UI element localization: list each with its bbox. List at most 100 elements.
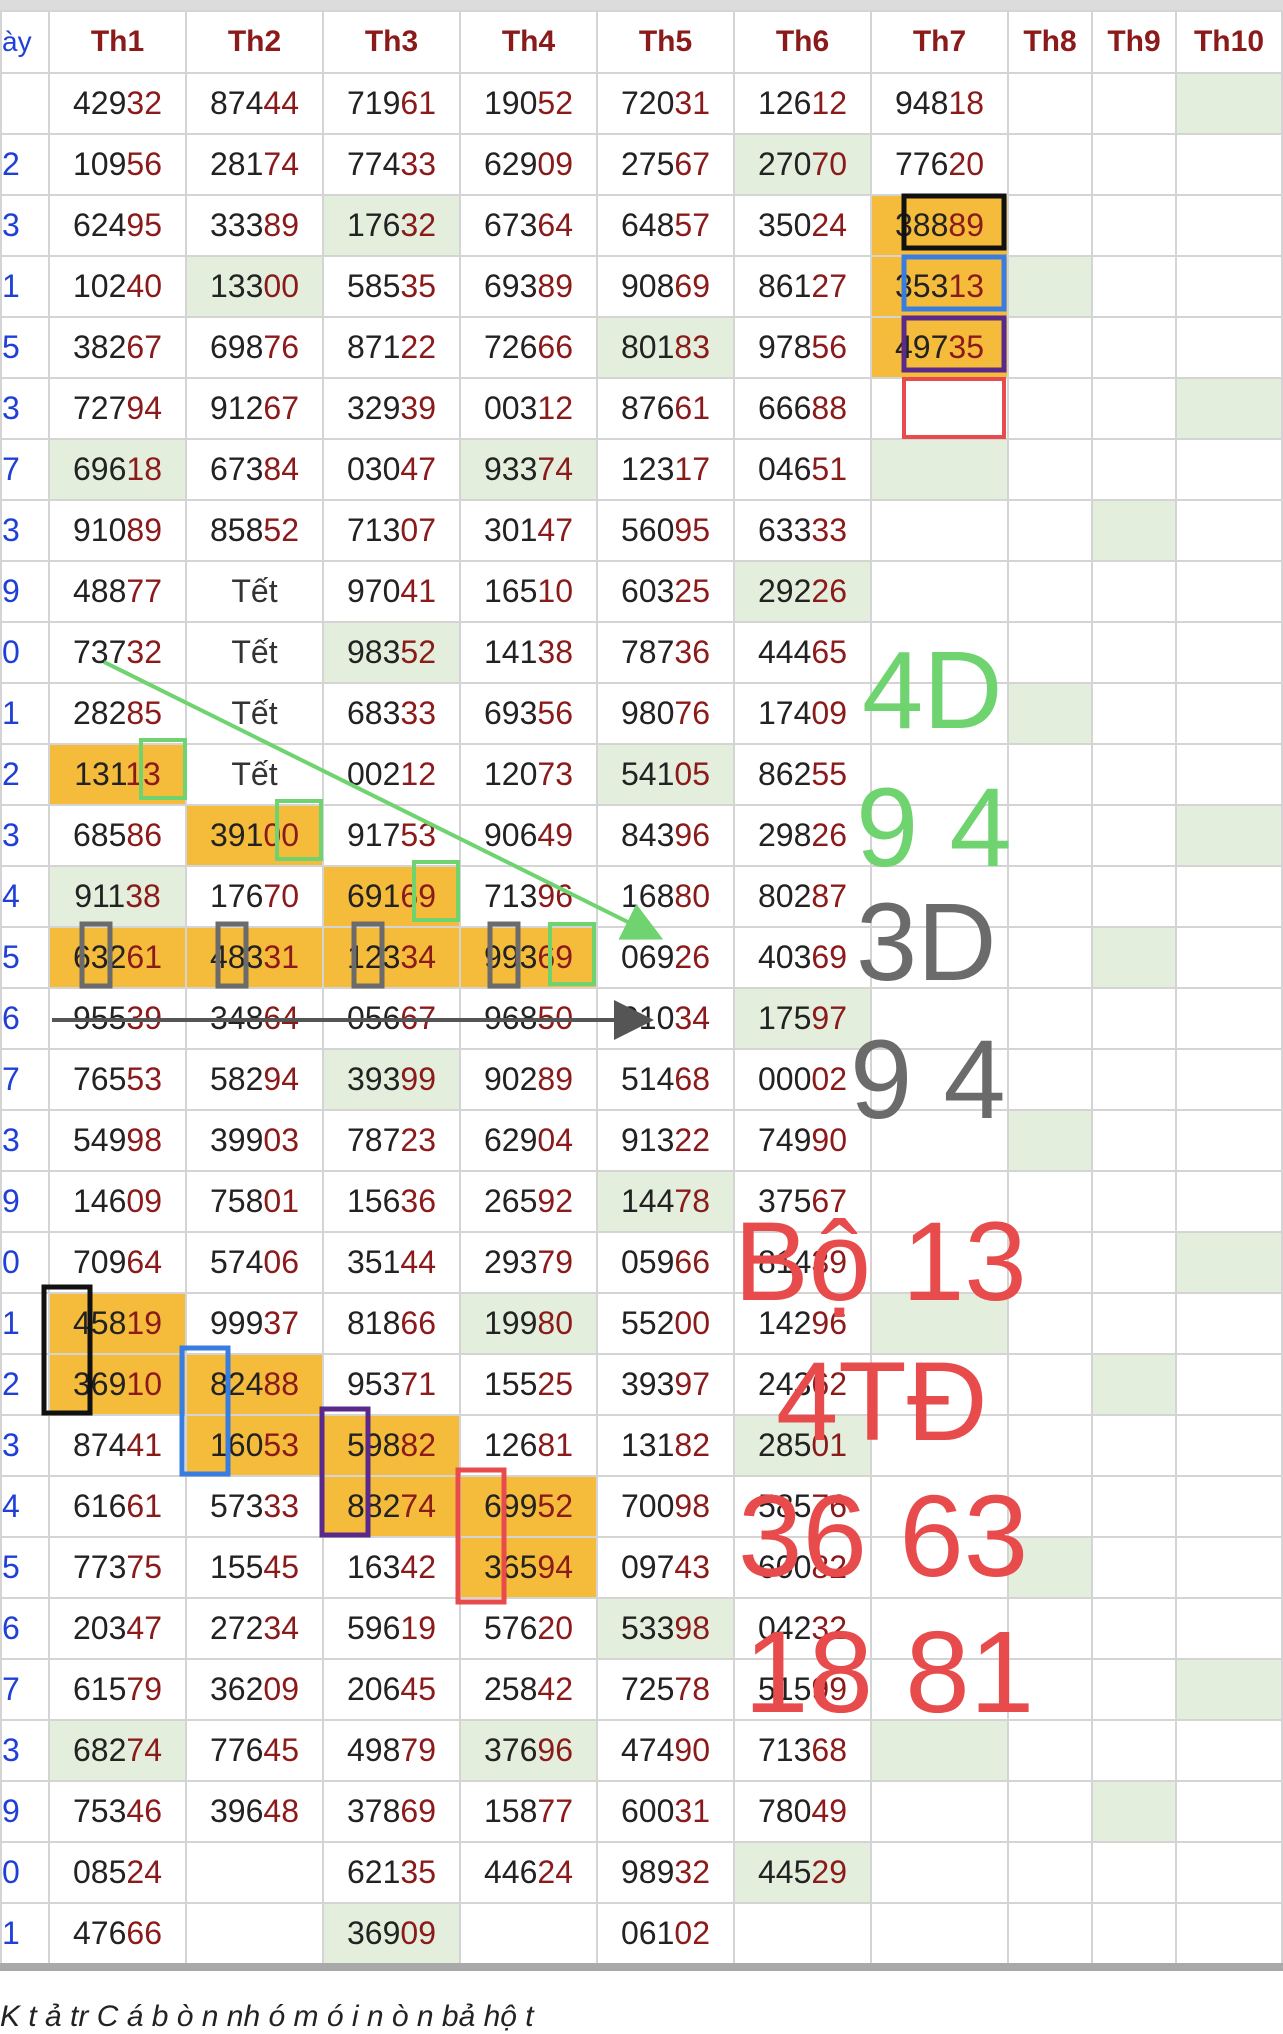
result-cell: 62495 bbox=[48, 194, 187, 257]
result-cell: 47666 bbox=[48, 1902, 187, 1965]
result-value: 14138 bbox=[484, 634, 573, 670]
red-label-4td: 4TĐ bbox=[776, 1339, 988, 1464]
result-value: 71307 bbox=[347, 512, 436, 548]
result-cell: 97041 bbox=[322, 560, 461, 623]
result-cell bbox=[870, 1658, 1009, 1721]
result-cell bbox=[1007, 621, 1093, 684]
result-cell bbox=[1091, 1841, 1177, 1904]
result-value: 27567 bbox=[621, 146, 710, 182]
result-value: 78723 bbox=[347, 1122, 436, 1158]
result-cell: 78736 bbox=[596, 621, 735, 684]
result-cell: 86255 bbox=[733, 743, 872, 806]
result-cell: 45819 bbox=[48, 1292, 187, 1355]
result-cell: 72666 bbox=[459, 316, 598, 379]
result-value: 17597 bbox=[758, 1000, 847, 1036]
result-cell: 98932 bbox=[596, 1841, 735, 1904]
result-cell: 71307 bbox=[322, 499, 461, 562]
result-cell: 74990 bbox=[733, 1109, 872, 1172]
day-cell: 0 bbox=[0, 1841, 50, 1904]
result-cell bbox=[1175, 194, 1283, 257]
result-cell: 09743 bbox=[596, 1536, 735, 1599]
result-cell: 15525 bbox=[459, 1353, 598, 1416]
result-value: 91138 bbox=[74, 878, 161, 914]
table-row: 3 91089 85852 71307 30147 56095 63333 bbox=[0, 499, 1283, 562]
result-cell: 57620 bbox=[459, 1597, 598, 1660]
result-cell bbox=[870, 1292, 1009, 1355]
result-cell: 30147 bbox=[459, 499, 598, 562]
result-value: 37869 bbox=[347, 1793, 436, 1829]
result-cell: 36910 bbox=[48, 1353, 187, 1416]
result-cell: 35024 bbox=[733, 194, 872, 257]
red-label-1881: 18 81 bbox=[744, 1607, 1034, 1737]
result-cell: 39100 bbox=[185, 804, 324, 867]
result-cell: 28501 bbox=[733, 1414, 872, 1477]
result-cell: Tết bbox=[185, 560, 324, 623]
result-value: 69389 bbox=[484, 268, 573, 304]
result-cell bbox=[1007, 377, 1093, 440]
result-value: 10956 bbox=[73, 146, 162, 182]
result-value: 37696 bbox=[484, 1732, 573, 1768]
result-cell: 88274 bbox=[322, 1475, 461, 1538]
black-box-th1 bbox=[41, 1284, 93, 1416]
result-value: 68274 bbox=[73, 1732, 162, 1768]
result-cell: 99369 bbox=[459, 926, 598, 989]
result-cell bbox=[1091, 1536, 1177, 1599]
result-value: 44624 bbox=[484, 1854, 573, 1890]
result-cell: 48331 bbox=[185, 926, 324, 989]
result-cell: 51599 bbox=[733, 1658, 872, 1721]
result-cell bbox=[1175, 926, 1283, 989]
result-cell: 80183 bbox=[596, 316, 735, 379]
result-cell: 40369 bbox=[733, 926, 872, 989]
result-value: 45819 bbox=[73, 1305, 162, 1341]
result-cell bbox=[1175, 1475, 1283, 1538]
green-label-4d: 4D bbox=[862, 629, 1003, 752]
table-row: 7 76553 58294 39399 90289 51468 00002 bbox=[0, 1048, 1283, 1111]
table-row: 0 70964 57406 35144 29379 05966 81439 bbox=[0, 1231, 1283, 1294]
day-cell: 3 bbox=[0, 1109, 50, 1172]
result-cell: 95371 bbox=[322, 1353, 461, 1416]
result-cell: 19052 bbox=[459, 72, 598, 135]
result-value: 44465 bbox=[758, 634, 847, 670]
result-cell bbox=[1007, 316, 1093, 379]
red-label-3663: 36 63 bbox=[738, 1471, 1028, 1601]
result-value: 98352 bbox=[347, 634, 436, 670]
result-value: 04651 bbox=[758, 451, 847, 487]
result-cell bbox=[1175, 316, 1283, 379]
result-cell bbox=[1175, 1109, 1283, 1172]
result-cell bbox=[870, 1719, 1009, 1782]
result-cell bbox=[1175, 499, 1283, 562]
result-value: 77375 bbox=[73, 1549, 162, 1585]
result-cell: 35144 bbox=[322, 1231, 461, 1294]
result-value: 13182 bbox=[621, 1427, 710, 1463]
result-cell: 42932 bbox=[48, 72, 187, 135]
result-cell: 27567 bbox=[596, 133, 735, 196]
result-cell bbox=[1175, 133, 1283, 196]
result-value: 90869 bbox=[621, 268, 710, 304]
bottom-border bbox=[0, 1963, 1283, 1971]
day-cell: 0 bbox=[0, 1231, 50, 1294]
result-value: 91267 bbox=[210, 390, 299, 426]
result-cell bbox=[1091, 1292, 1177, 1355]
table-row: 42932 87444 71961 19052 72031 12612 94818 bbox=[0, 72, 1283, 135]
result-value: 74990 bbox=[758, 1122, 847, 1158]
day-cell: 4 bbox=[0, 865, 50, 928]
result-cell bbox=[1175, 621, 1283, 684]
result-cell: 55200 bbox=[596, 1292, 735, 1355]
result-cell: 63261 bbox=[48, 926, 187, 989]
result-value: 59619 bbox=[347, 1610, 436, 1646]
header-th9: Th9 bbox=[1091, 10, 1177, 74]
table-row: 6 20347 27234 59619 57620 53398 04232 bbox=[0, 1597, 1283, 1660]
table-row: 0 08524 62135 44624 98932 44529 bbox=[0, 1841, 1283, 1904]
result-cell: 53398 bbox=[596, 1597, 735, 1660]
result-value: 06926 bbox=[621, 939, 710, 975]
result-cell: 13182 bbox=[596, 1414, 735, 1477]
result-cell bbox=[870, 438, 1009, 501]
table-row: 3 68274 77645 49879 37696 47490 71368 bbox=[0, 1719, 1283, 1782]
result-value: 36209 bbox=[210, 1671, 299, 1707]
result-cell bbox=[1175, 72, 1283, 135]
result-cell bbox=[1091, 682, 1177, 745]
table-body: 42932 87444 71961 19052 72031 12612 94818 2 1095… bbox=[0, 72, 1283, 1965]
result-value: Tết bbox=[231, 573, 278, 609]
result-value: 98076 bbox=[621, 695, 710, 731]
result-value: 70964 bbox=[73, 1244, 162, 1280]
